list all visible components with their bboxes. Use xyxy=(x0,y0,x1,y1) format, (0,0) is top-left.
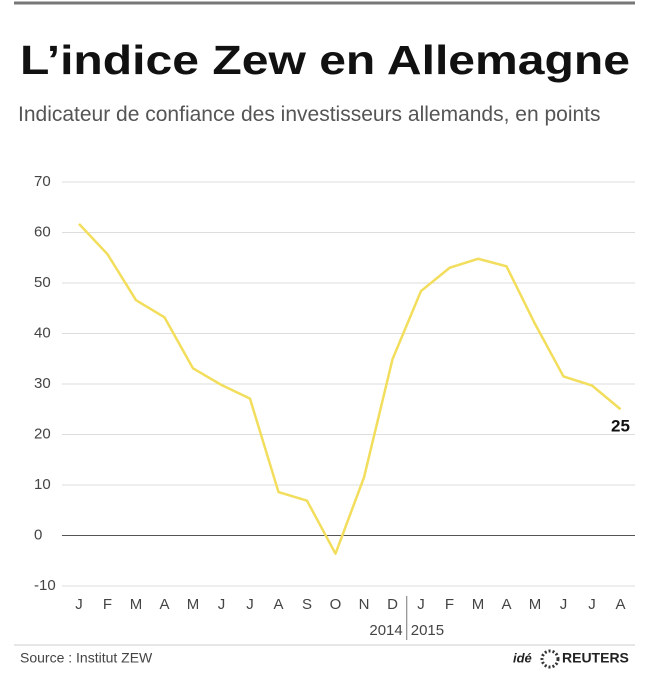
credit: idé xyxy=(513,650,532,665)
y-tick-label: 50 xyxy=(34,274,51,291)
x-tick-label: D xyxy=(387,596,398,613)
x-tick-label: M xyxy=(529,596,542,613)
y-tick-label: 30 xyxy=(34,375,51,392)
x-tick-label: F xyxy=(103,596,112,613)
x-tick-label: J xyxy=(218,596,226,613)
logo-icon xyxy=(540,649,560,669)
y-tick-label: 70 xyxy=(34,173,51,190)
y-tick-label: 40 xyxy=(34,324,51,341)
y-tick-label: -10 xyxy=(34,577,56,594)
y-tick-label: 0 xyxy=(34,526,42,543)
y-tick-label: 20 xyxy=(34,425,51,442)
line xyxy=(78,223,622,555)
x-tick-label: A xyxy=(615,596,625,613)
x-tick-label: M xyxy=(472,596,485,613)
logo: REUTERS xyxy=(562,650,629,666)
x-tick-label: J xyxy=(560,596,568,613)
y-tick-label: 10 xyxy=(34,476,51,493)
x-tick-label: A xyxy=(501,596,511,613)
x-tick-label: F xyxy=(445,596,454,613)
x-tick-label: J xyxy=(417,596,425,613)
x-tick-label: J xyxy=(246,596,254,613)
x-tick-label: M xyxy=(187,596,200,613)
subtitle-box: Indicateur de confiance des investisseur… xyxy=(18,103,601,126)
x-tick-label: J xyxy=(75,596,83,613)
x-tick-label: A xyxy=(273,596,283,613)
y-tick-label: 60 xyxy=(34,223,51,240)
x-tick-label: A xyxy=(159,596,169,613)
x-tick-label: M xyxy=(130,596,143,613)
x-tick-label: J xyxy=(588,596,596,613)
chart-subtitle: Indicateur de confiance des investisseur… xyxy=(18,103,601,126)
chart-title: L’indice Zew en Allemagne xyxy=(20,37,630,83)
year-label: 2014 xyxy=(369,622,402,639)
x-tick-label: O xyxy=(330,596,342,613)
x-tick-label: S xyxy=(302,596,312,613)
source: Source : Institut ZEW xyxy=(20,650,153,666)
value-label: 25 xyxy=(611,417,630,436)
x-tick-label: N xyxy=(359,596,370,613)
year-label: 2015 xyxy=(411,622,444,639)
